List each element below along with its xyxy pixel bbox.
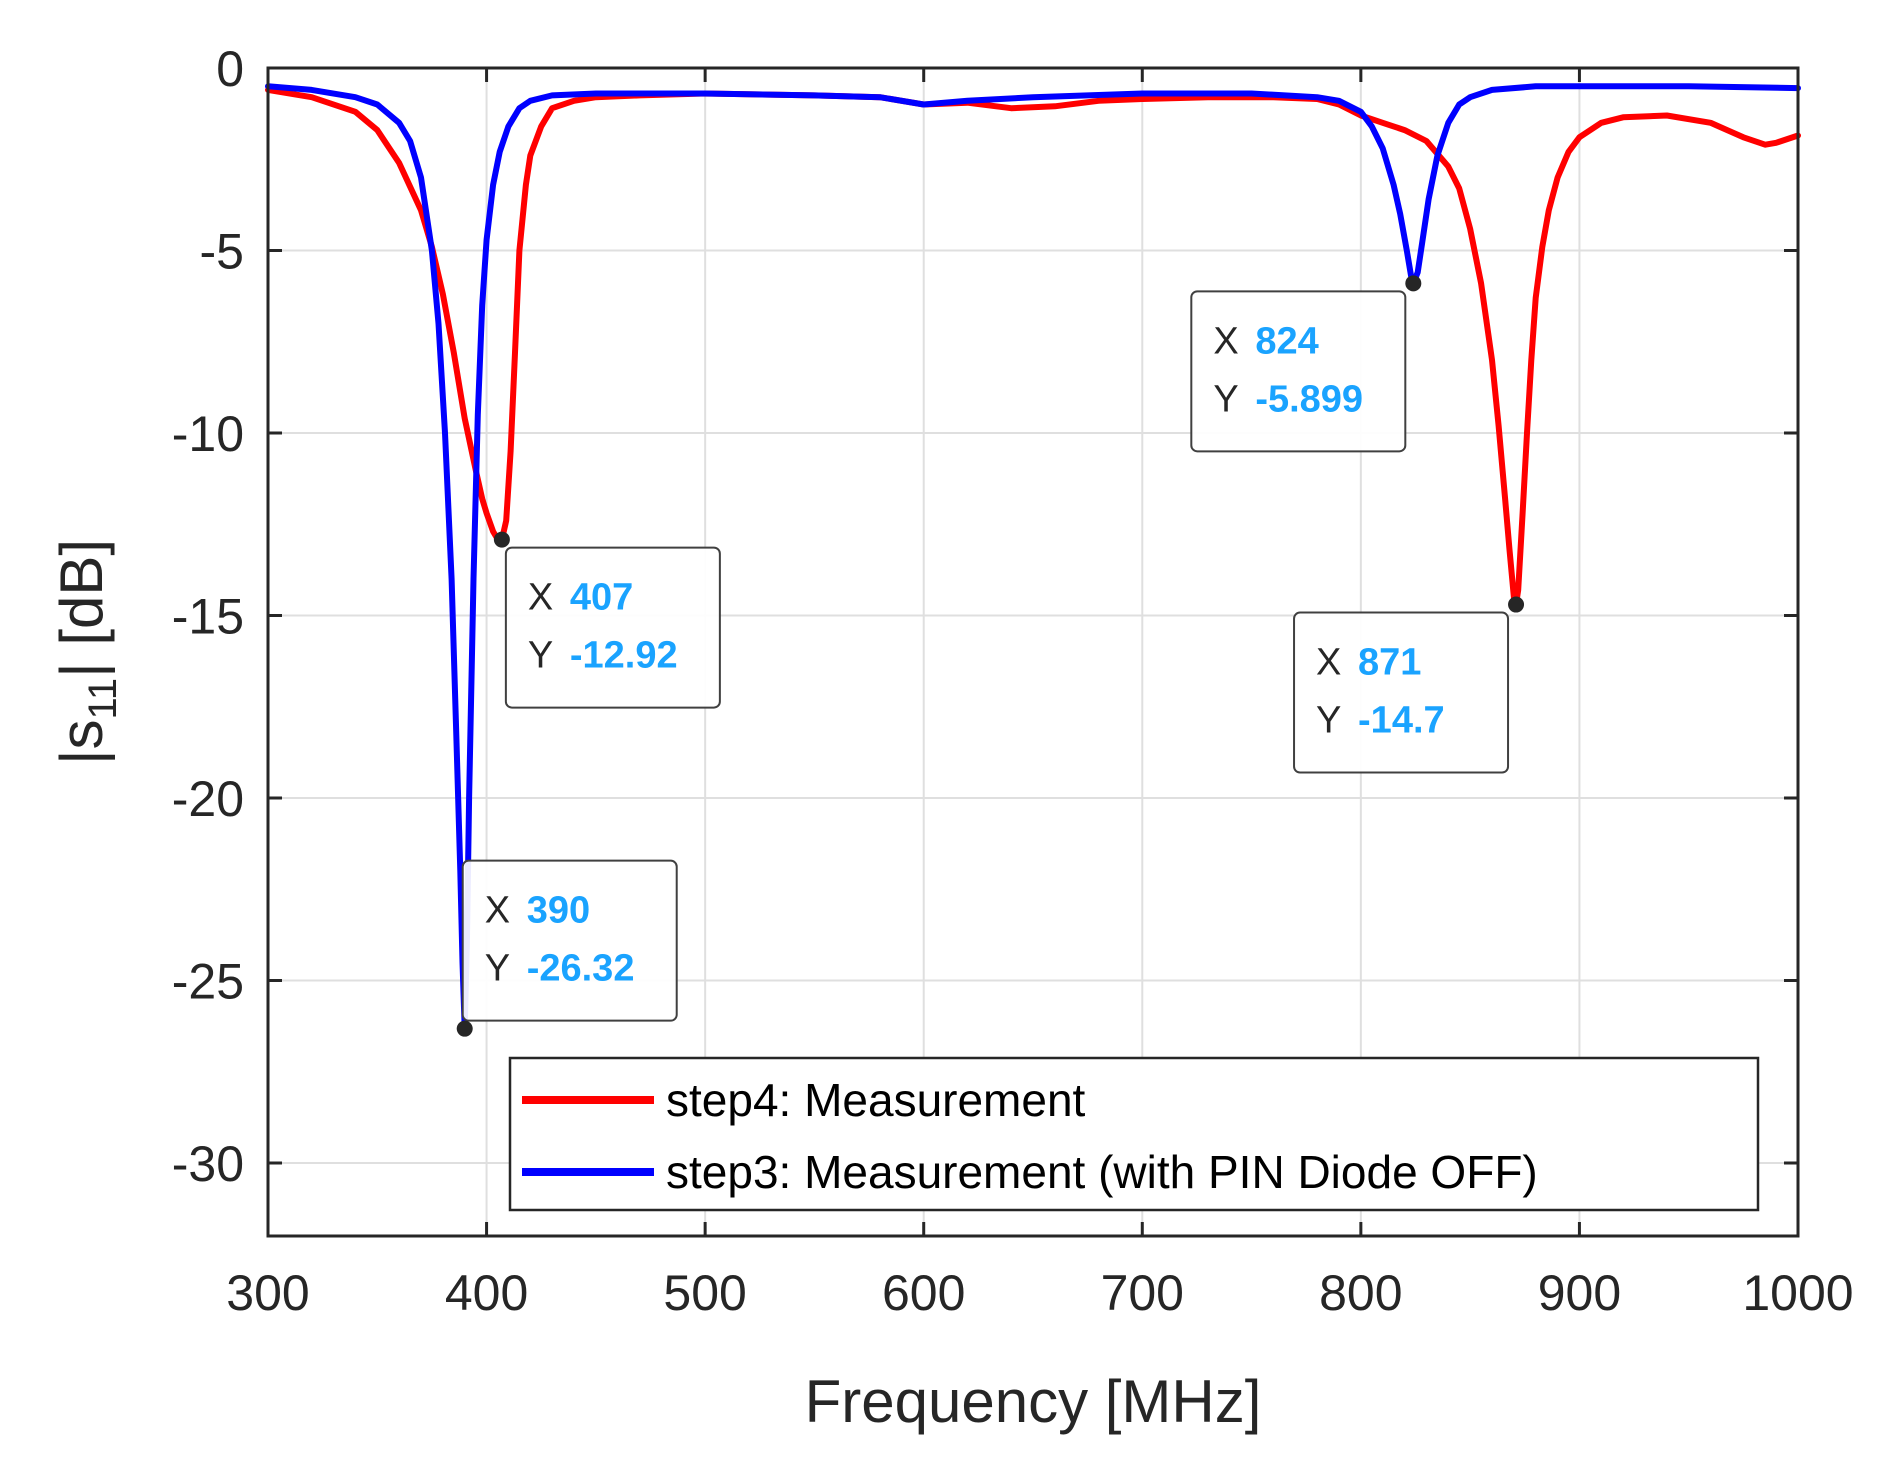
datatip-y-value: -12.92 [570, 635, 678, 677]
x-tick-label: 1000 [1742, 1265, 1853, 1321]
y-tick-label: -5 [200, 224, 244, 280]
datatip-y-key: Y [1213, 378, 1238, 420]
datatip-box [1293, 611, 1510, 774]
datatip-x-value: 824 [1255, 320, 1318, 362]
datatip-x-value: 871 [1358, 642, 1421, 684]
datatip-x-key: X [1213, 320, 1238, 362]
tick-labels: 300 400 500 600 700 800 900 1000 0 -5 -10 -15 -20 -25… [172, 41, 1854, 1321]
datatip-x-value: 407 [570, 577, 633, 619]
datatip-y-value: -26.32 [527, 948, 635, 990]
datatip-y-value: -14.7 [1358, 700, 1445, 742]
series-line-step3 [265, 83, 1801, 1032]
datatip-y-key: Y [528, 635, 553, 677]
series-lines [265, 83, 1801, 1032]
datatip-y-value: -5.899 [1255, 378, 1363, 420]
datatip-box [1190, 290, 1407, 453]
y-tick-label: -25 [172, 954, 244, 1010]
datatip-marker [493, 531, 510, 548]
x-tick-label: 700 [1101, 1265, 1184, 1321]
x-tick-label: 800 [1319, 1265, 1402, 1321]
x-tick-label: 600 [882, 1265, 965, 1321]
axis-ticks [266, 66, 1800, 1236]
legend-label-step4: step4: Measurement [666, 1074, 1086, 1126]
y-axis-title-tail: | [dB] [48, 539, 115, 678]
datatip-box [461, 859, 678, 1022]
y-tick-label: -15 [172, 589, 244, 645]
y-tick-label: -20 [172, 771, 244, 827]
legend-label-step3: step3: Measurement (with PIN Diode OFF) [666, 1146, 1538, 1198]
datatip-407: X 407 Y -12.92 [493, 531, 721, 709]
y-tick-label: -30 [172, 1136, 244, 1192]
legend-box [508, 1056, 1760, 1212]
datatip-y-key: Y [1316, 700, 1341, 742]
series-line-step4 [265, 86, 1801, 608]
datatip-marker [1405, 275, 1422, 292]
datatip-x-key: X [1316, 642, 1341, 684]
datatip-390: X 390 Y -26.32 [456, 859, 678, 1037]
datatip-box [504, 546, 721, 709]
y-axis-title-subscript: 11 [81, 678, 125, 720]
y-tick-label: 0 [216, 41, 244, 97]
datatip-y-key: Y [485, 948, 510, 990]
x-tick-label: 900 [1538, 1265, 1621, 1321]
datatip-x-value: 390 [527, 890, 590, 932]
x-tick-label: 500 [663, 1265, 746, 1321]
datatip-871: X 871 Y -14.7 [1293, 596, 1525, 774]
y-tick-label: -10 [172, 406, 244, 462]
datatip-x-key: X [485, 890, 510, 932]
x-axis-title: Frequency [MHz] [805, 1368, 1262, 1435]
legend: step4: Measurement step3: Measurement (w… [508, 1056, 1760, 1212]
x-tick-label: 400 [445, 1265, 528, 1321]
y-axis-title: |s11| [dB] [48, 539, 125, 765]
x-tick-label: 300 [226, 1265, 309, 1321]
datatip-marker [456, 1020, 473, 1037]
datatip-marker [1508, 596, 1525, 613]
y-axis-title-main: |s [48, 719, 115, 765]
datatip-x-key: X [528, 577, 553, 619]
plot-area-frame [266, 66, 1800, 1238]
data-tips: X 407 Y -12.92 X 390 Y -26.32 X 824 Y -5.899 X 871 Y -1… [456, 275, 1525, 1037]
datatip-824: X 824 Y -5.899 [1190, 275, 1422, 453]
